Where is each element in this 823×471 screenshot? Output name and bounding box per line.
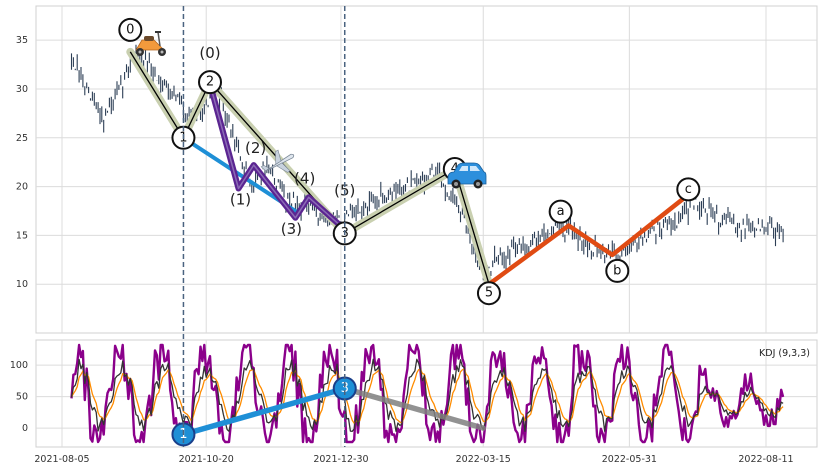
indicator-ytick-label: 100 bbox=[10, 360, 28, 371]
x-axis: 2021-08-05 2021-10-20 2021-12-30 2022-03-15… bbox=[34, 454, 793, 465]
price-ytick-label: 25 bbox=[16, 133, 28, 144]
price-bars bbox=[70, 44, 784, 283]
airplane-icon bbox=[260, 149, 295, 173]
wave-marker-circle bbox=[676, 177, 701, 202]
subwave-label: (1) bbox=[230, 191, 251, 209]
price-plot-frame bbox=[35, 5, 818, 334]
subwave-label: (2) bbox=[245, 139, 266, 157]
kdj-d-line bbox=[70, 368, 784, 424]
car-icon bbox=[447, 162, 487, 189]
x-tick-label: 2021-10-20 bbox=[179, 454, 234, 465]
wave-marker-circle bbox=[118, 17, 143, 42]
price-ytick-label: 20 bbox=[16, 182, 28, 193]
price-bar-series bbox=[70, 44, 784, 283]
kdj-legend: KDJ (9,3,3) bbox=[759, 348, 810, 359]
wave-marker-label: a bbox=[557, 204, 565, 219]
x-tick-label: 2022-03-15 bbox=[456, 454, 511, 465]
wave-marker-circle bbox=[605, 258, 630, 283]
price-grid bbox=[36, 6, 817, 333]
x-tick-label: 2022-08-11 bbox=[738, 454, 793, 465]
sub-wave-line-inner bbox=[209, 83, 346, 231]
wave-marker-label: 4 bbox=[451, 162, 459, 177]
subwave-label: (3) bbox=[281, 220, 302, 238]
indicator-segment bbox=[180, 385, 348, 438]
indicator-segment bbox=[341, 385, 487, 431]
indicator-y-axis: 0 50 100 bbox=[10, 360, 28, 434]
wave-marker-circle bbox=[198, 70, 223, 95]
price-ytick-label: 35 bbox=[16, 35, 28, 46]
price-y-axis: 10 15 20 25 30 35 bbox=[16, 35, 28, 290]
price-ytick-label: 15 bbox=[16, 230, 28, 241]
wave-marker-circle bbox=[476, 281, 501, 306]
price-ytick-label: 30 bbox=[16, 84, 28, 95]
decor bbox=[135, 31, 487, 189]
subwave-label: (4) bbox=[294, 169, 315, 187]
wave-marker-label: c bbox=[685, 182, 692, 197]
x-tick-label: 2021-08-05 bbox=[34, 454, 89, 465]
wave-marker-label: 5 bbox=[485, 286, 493, 301]
wave-marker-label: b bbox=[613, 263, 621, 278]
scooter-icon bbox=[135, 31, 166, 56]
x-tick-label: 2022-05-31 bbox=[602, 454, 657, 465]
price-ytick-label: 10 bbox=[16, 279, 28, 290]
indicator-ytick-label: 50 bbox=[16, 392, 28, 403]
vertical-lines bbox=[182, 6, 346, 447]
x-tick-label: 2021-12-30 bbox=[313, 454, 368, 465]
indicator-badge-label: 3 bbox=[341, 381, 349, 396]
wave-marker-label: 0 bbox=[126, 22, 134, 37]
wave-marker-circle bbox=[548, 199, 573, 224]
wave-marker-label: 2 bbox=[206, 75, 214, 90]
correction-wave-line bbox=[487, 194, 688, 287]
indicator-ytick-label: 0 bbox=[22, 423, 28, 434]
subwave-label: (0) bbox=[199, 44, 220, 62]
